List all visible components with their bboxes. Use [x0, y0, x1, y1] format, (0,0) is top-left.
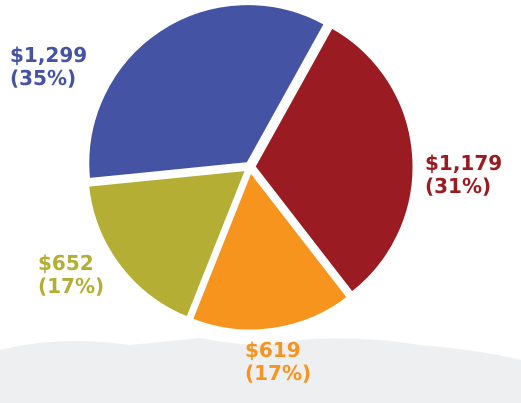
- pie-slice: [189, 167, 351, 333]
- percent-label: (31%): [425, 174, 491, 198]
- value-label: $1,179: [425, 151, 502, 175]
- pie: [85, 2, 416, 333]
- value-label: $652: [38, 251, 94, 275]
- pie-slice: [85, 167, 250, 321]
- labels: $1,299(35%)$1,179(31%)$619(17%)$652(17%): [10, 43, 502, 385]
- background-map: [0, 338, 521, 403]
- map-shape: [0, 338, 521, 403]
- value-label: $619: [245, 338, 301, 362]
- percent-label: (17%): [38, 274, 104, 298]
- value-label: $1,299: [10, 43, 87, 67]
- pie-slice: [252, 24, 416, 296]
- percent-label: (35%): [10, 66, 76, 90]
- pie-slice: [86, 2, 328, 182]
- percent-label: (17%): [245, 361, 311, 385]
